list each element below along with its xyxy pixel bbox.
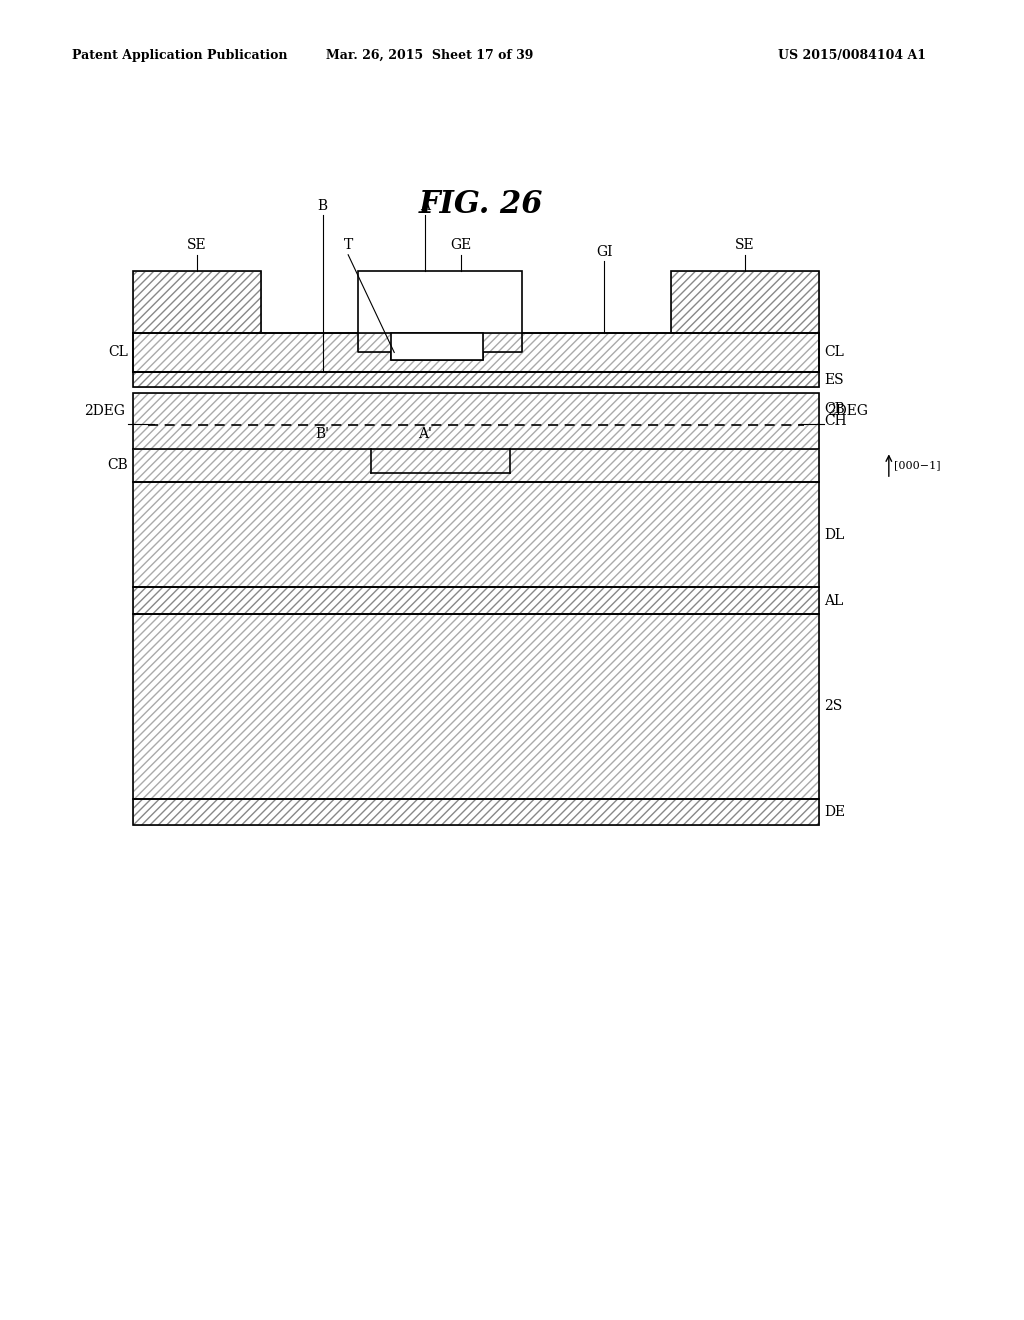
Text: GI: GI [596,244,612,259]
Bar [133,449,819,482]
Text: B': B' [315,426,330,441]
Bar [671,271,819,333]
Text: DL: DL [824,528,845,541]
Text: [000−1]: [000−1] [894,461,941,470]
Bar [483,333,522,352]
Text: B: B [317,198,328,213]
Bar [133,271,261,333]
Text: 2S: 2S [824,700,843,713]
Text: ES: ES [824,372,844,387]
Text: Mar. 26, 2015  Sheet 17 of 39: Mar. 26, 2015 Sheet 17 of 39 [327,49,534,62]
Bar [133,372,819,387]
Text: SE: SE [187,238,207,252]
Text: AL: AL [824,594,844,607]
Text: CB: CB [824,403,845,416]
Text: A: A [420,198,430,213]
Bar [358,271,522,333]
Text: 2DEG: 2DEG [827,404,868,418]
Bar [671,271,819,333]
Bar [133,333,819,372]
Bar [133,482,819,587]
Bar [391,352,483,360]
Bar [358,333,522,352]
Text: A': A' [418,426,432,441]
Bar [133,799,819,825]
Bar [133,393,819,449]
Bar [483,333,522,352]
Text: CL: CL [109,346,128,359]
Bar [133,614,819,799]
Bar [133,372,819,387]
Bar [133,449,819,482]
Bar [133,587,819,614]
Bar [133,333,819,372]
Text: DE: DE [824,805,846,818]
Text: T: T [343,238,353,252]
Bar [133,482,819,587]
Text: CH: CH [824,414,847,428]
Text: US 2015/0084104 A1: US 2015/0084104 A1 [778,49,927,62]
Text: GE: GE [451,238,471,252]
Bar [358,333,391,352]
Text: FIG. 26: FIG. 26 [419,189,544,220]
Bar [391,333,483,360]
Bar [133,799,819,825]
Bar [133,614,819,799]
Bar [358,333,391,352]
Bar [133,393,819,449]
Bar [133,587,819,614]
Text: Patent Application Publication: Patent Application Publication [72,49,287,62]
Text: CL: CL [824,346,844,359]
Bar [133,271,261,333]
Text: CB: CB [108,458,128,473]
Text: 2DEG: 2DEG [84,404,125,418]
Text: SE: SE [735,238,755,252]
